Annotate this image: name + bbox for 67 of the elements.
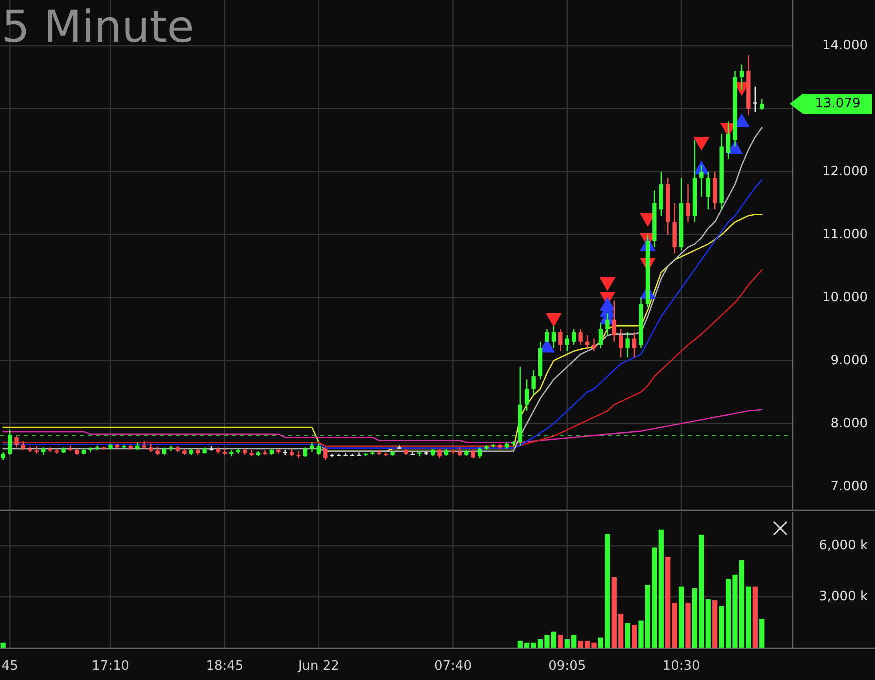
- candlestick: [303, 447, 308, 458]
- bar: [686, 602, 691, 648]
- y-tick-label: 6,000 k: [819, 538, 868, 554]
- bar: [658, 530, 664, 648]
- candlestick: [565, 334, 570, 352]
- candlestick: [706, 171, 710, 210]
- candlestick: [8, 429, 12, 456]
- candlestick: [612, 300, 616, 342]
- y-tick-label: 11.000: [822, 227, 868, 242]
- x-tick-label: 17:10: [92, 659, 130, 674]
- candlestick: [478, 447, 482, 459]
- candlestick: [598, 322, 604, 349]
- y-tick-label: 7.000: [830, 479, 868, 494]
- candlestick: [296, 450, 301, 459]
- candlestick: [572, 328, 576, 346]
- y-tick-label: 9.000: [830, 353, 868, 368]
- y-tick-label: 3,000 k: [819, 590, 868, 605]
- y-tick-label: 12.000: [822, 164, 868, 180]
- x-tick-label: 18:45: [206, 659, 244, 674]
- y-tick-label: 8.000: [830, 416, 868, 432]
- candlestick: [726, 120, 731, 160]
- candlestick: [626, 332, 630, 358]
- x-tick-label: 10:30: [662, 659, 700, 674]
- bar: [558, 635, 564, 648]
- bar: [678, 586, 684, 648]
- bar: [752, 586, 758, 648]
- candlestick: [230, 450, 234, 458]
- candlestick: [606, 312, 610, 336]
- candlestick: [438, 448, 442, 459]
- candlestick: [310, 442, 314, 453]
- x-tick-label: Jun 22: [297, 659, 340, 674]
- candlestick: [552, 326, 556, 349]
- x-tick-label: 09:05: [548, 659, 586, 674]
- text: 13.079: [815, 96, 861, 112]
- candlestick: [619, 328, 624, 358]
- chart-title: 5 Minute: [2, 2, 194, 53]
- candlestick: [532, 370, 536, 396]
- candlestick: [578, 328, 583, 346]
- x-tick-label: 45: [2, 659, 18, 674]
- candlestick: [686, 184, 690, 223]
- bar: [625, 623, 630, 648]
- candlestick: [585, 334, 590, 349]
- candlestick: [632, 332, 637, 358]
- y-tick-label: 14.000: [822, 38, 868, 54]
- candlestick: [753, 86, 758, 113]
- bar: [666, 557, 671, 648]
- candlestick: [592, 338, 596, 352]
- candlestick: [760, 98, 764, 111]
- bar: [712, 600, 718, 648]
- y-tick-label: 10.000: [822, 290, 868, 306]
- bar: [0, 642, 6, 648]
- bar: [632, 625, 638, 648]
- candlestick: [700, 164, 704, 198]
- candlestick: [545, 328, 550, 342]
- x-tick-label: 07:40: [434, 659, 472, 674]
- bar: [760, 619, 765, 648]
- candlestick: [525, 379, 530, 412]
- candlestick: [471, 448, 476, 459]
- line-series: [2, 409, 763, 444]
- candlestick: [558, 328, 563, 352]
- candlestick: [324, 447, 328, 461]
- candlestick: [740, 64, 744, 91]
- candlestick: [14, 436, 19, 448]
- bar: [672, 602, 678, 648]
- bar: [706, 600, 711, 648]
- candlestick: [357, 452, 362, 456]
- candlestick: [316, 443, 322, 456]
